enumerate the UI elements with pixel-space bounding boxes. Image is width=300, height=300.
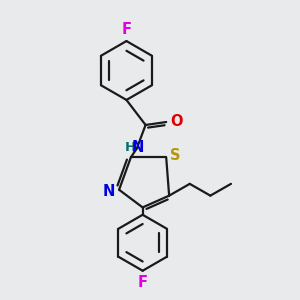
Text: N: N: [103, 184, 115, 199]
Text: N: N: [132, 140, 144, 154]
Text: F: F: [122, 22, 131, 37]
Text: O: O: [170, 114, 182, 129]
Text: S: S: [170, 148, 181, 163]
Text: H: H: [125, 141, 136, 154]
Text: F: F: [138, 275, 148, 290]
